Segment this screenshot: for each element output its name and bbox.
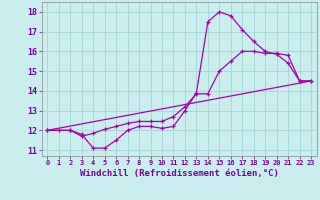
X-axis label: Windchill (Refroidissement éolien,°C): Windchill (Refroidissement éolien,°C) [80, 169, 279, 178]
